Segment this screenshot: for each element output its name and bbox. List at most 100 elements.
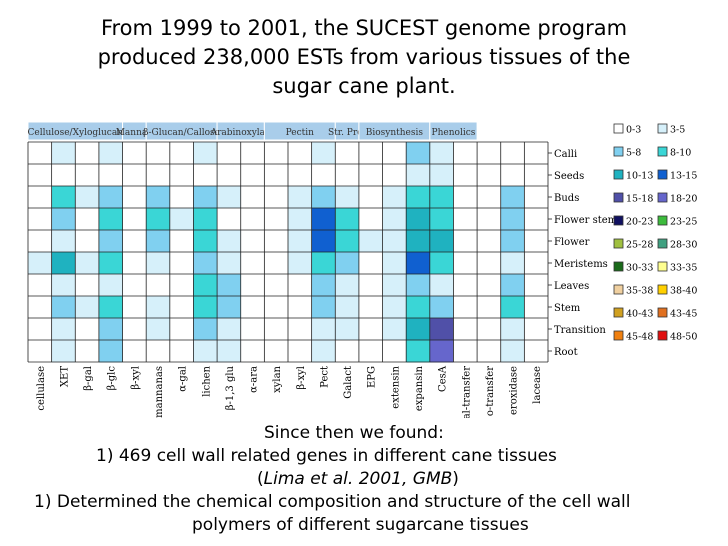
heatmap-cell (98, 274, 124, 297)
heatmap-cell (169, 208, 194, 231)
legend-label: 25-28 (626, 240, 653, 251)
heatmap-cell (122, 142, 147, 165)
heatmap-cell (335, 142, 360, 165)
heatmap-cell (311, 318, 336, 341)
heatmap-cell (98, 208, 124, 231)
heatmap-cell (500, 164, 525, 187)
heatmap-cell (335, 164, 360, 187)
heatmap-cell (75, 274, 100, 297)
citation-close: ) (452, 469, 459, 489)
header-label: Biosynthesis (366, 128, 424, 138)
column-labels: cellulase XET β-gal β-glc β-xyl mannanas α-gal… (36, 365, 543, 418)
heatmap-cell (193, 164, 218, 187)
heatmap-cell (240, 230, 265, 253)
heatmap-cell (51, 186, 76, 209)
citation-open: ( (257, 469, 264, 489)
heatmap-cell (193, 230, 218, 253)
heatmap-cell (500, 296, 525, 319)
heatmap-cell (453, 318, 478, 341)
legend-label: 33-35 (670, 263, 697, 274)
expression-heatmap-chart: Cellulose/XyloglucanMannanβ-Glucan/Callo… (27, 121, 697, 418)
heatmap-cell (311, 340, 336, 363)
column-label: xylan (272, 365, 283, 392)
column-label: al-transfer (461, 366, 472, 418)
heatmap-cell (429, 164, 454, 187)
heatmap-cell (429, 208, 454, 231)
heatmap-cell (524, 142, 549, 165)
heatmap-cell (429, 274, 454, 297)
legend-swatch (613, 169, 624, 180)
heatmap-cell (51, 208, 76, 231)
heatmap-cell (477, 252, 502, 275)
column-label: α-ara (249, 366, 260, 393)
row-label: Root (554, 347, 578, 358)
heatmap-cell (264, 164, 289, 187)
heatmap-cell (28, 142, 53, 165)
legend-swatch (613, 192, 624, 203)
heatmap-cell (429, 252, 454, 275)
heatmap-cell (193, 340, 218, 363)
heatmap-cell (335, 296, 360, 319)
heatmap-cell (75, 186, 100, 209)
column-label: cellulase (36, 366, 47, 411)
heatmap-cell (335, 186, 360, 209)
heatmap-cell (453, 296, 478, 319)
heatmap-cell (146, 340, 171, 363)
heatmap-cell (264, 296, 289, 319)
heatmap-cell (75, 340, 100, 363)
heatmap-grid (27, 141, 549, 363)
heatmap-cell (288, 142, 313, 165)
heatmap-cell (477, 164, 502, 187)
heatmap-cell (406, 318, 431, 341)
heatmap-cell (429, 318, 454, 341)
heatmap-cell (28, 164, 53, 187)
heatmap-cell (122, 318, 147, 341)
heatmap-cell (477, 186, 502, 209)
heatmap-cell (98, 296, 124, 319)
legend-label: 0-3 (626, 125, 641, 136)
heatmap-cell (311, 142, 336, 165)
heatmap-cell (169, 142, 194, 165)
heatmap-cell (288, 208, 313, 231)
heatmap-cell (122, 252, 147, 275)
legend-swatch (657, 284, 668, 295)
heatmap-cell (217, 274, 242, 297)
heatmap-cell (477, 230, 502, 253)
legend-swatch (657, 215, 668, 226)
legend-swatch (613, 330, 624, 341)
heatmap-cell (429, 142, 454, 165)
heatmap-cell (240, 208, 265, 231)
heatmap-cell (453, 274, 478, 297)
heatmap-cell (335, 252, 360, 275)
heatmap-cell (169, 186, 194, 209)
heatmap-cell (122, 208, 147, 231)
heatmap-cell (288, 186, 313, 209)
heatmap-cell (146, 296, 171, 319)
column-label: β-gal (83, 366, 94, 391)
row-label: Flower (554, 237, 590, 248)
heatmap-cell (477, 208, 502, 231)
legend-swatch (613, 215, 624, 226)
heatmap-cell (311, 296, 336, 319)
heatmap-cell (75, 142, 100, 165)
legend-label: 45-48 (626, 332, 653, 343)
heatmap-cell (500, 208, 525, 231)
legend-label: 38-40 (670, 286, 697, 297)
heatmap-cell (406, 340, 431, 363)
column-label: Galact (343, 366, 354, 399)
heatmap-cells (28, 142, 549, 363)
heatmap-cell (98, 186, 124, 209)
column-label: lichen (201, 365, 212, 396)
heatmap-cell (382, 252, 407, 275)
heatmap-cell (240, 142, 265, 165)
heatmap-cell (98, 340, 124, 363)
heatmap-cell (358, 340, 384, 363)
heatmap-cell (500, 142, 525, 165)
slide-title: From 1999 to 2001, the SUCEST genome pro… (30, 14, 698, 101)
heatmap-cell (429, 296, 454, 319)
heatmap-cell (524, 186, 549, 209)
heatmap-cell (358, 318, 384, 341)
heatmap-cell (28, 296, 53, 319)
legend-swatch (613, 123, 624, 134)
heatmap-cell (311, 164, 336, 187)
